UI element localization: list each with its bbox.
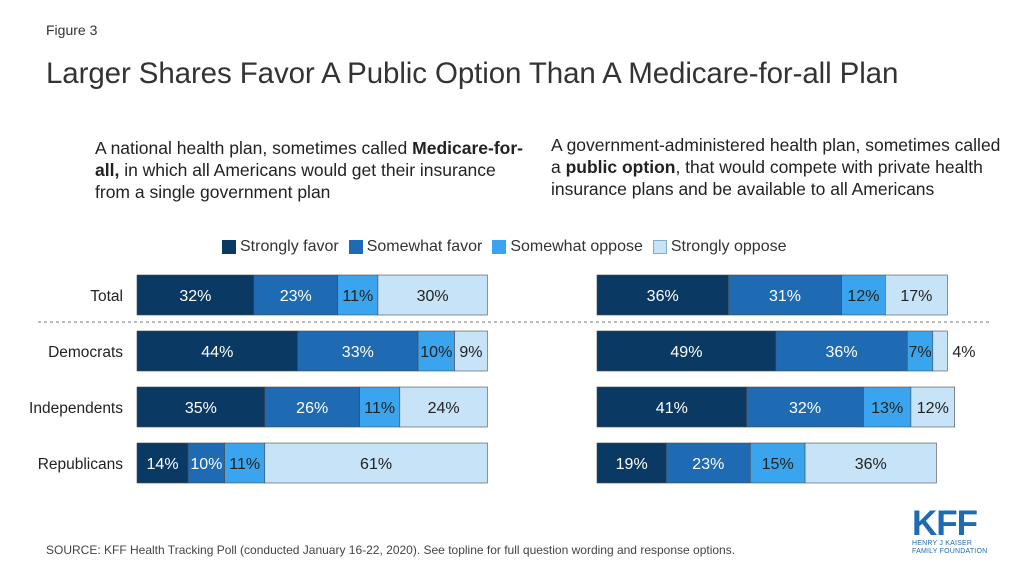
bar-segment-medicare-for-all-democrats-somewhat-oppose bbox=[417, 330, 455, 372]
logo-subtext-2: FAMILY FOUNDATION bbox=[912, 548, 988, 555]
legend-swatch bbox=[348, 240, 363, 254]
bar-segment-medicare-for-all-total-somewhat-favor bbox=[253, 274, 339, 316]
question-text: , that would compete with private health… bbox=[551, 157, 983, 199]
logo-text: KFF bbox=[912, 504, 978, 543]
bar-segment-medicare-for-all-independents-strongly-favor bbox=[136, 386, 266, 428]
bar-segment-public-option-democrats-strongly-favor bbox=[596, 330, 777, 372]
data-label: 26% bbox=[296, 400, 328, 417]
data-label: 36% bbox=[855, 456, 887, 473]
data-label: 36% bbox=[647, 288, 679, 305]
category-label-republicans: Republicans bbox=[38, 456, 124, 473]
legend-label: Somewhat favor bbox=[366, 238, 483, 255]
data-label: 32% bbox=[179, 288, 211, 305]
bar-segment-public-option-independents-somewhat-favor bbox=[746, 386, 864, 428]
data-label: 11% bbox=[342, 288, 373, 305]
page-title: Larger Shares Favor A Public Option Than… bbox=[46, 57, 899, 90]
bar-segment-medicare-for-all-republicans-somewhat-oppose bbox=[224, 442, 266, 484]
bar-segment-public-option-total-strongly-favor bbox=[596, 274, 729, 316]
data-label: 23% bbox=[692, 456, 724, 473]
data-label: 19% bbox=[616, 456, 648, 473]
data-label: 12% bbox=[847, 288, 879, 305]
data-label: 61% bbox=[360, 456, 392, 473]
data-label: 15% bbox=[762, 456, 794, 473]
bar-segment-medicare-for-all-democrats-somewhat-favor bbox=[297, 330, 419, 372]
data-label: 41% bbox=[656, 400, 688, 417]
bar-segment-public-option-total-somewhat-oppose bbox=[841, 274, 886, 316]
data-label: 10% bbox=[190, 456, 222, 473]
question-bold-term: public option bbox=[565, 157, 676, 177]
data-label: 32% bbox=[789, 400, 821, 417]
bar-segment-public-option-republicans-strongly-oppose bbox=[804, 442, 937, 484]
chart-legend: Strongly favor Somewhat favor Somewhat opp… bbox=[222, 238, 797, 256]
data-label: 36% bbox=[826, 344, 858, 361]
legend-item-somewhat-oppose: Somewhat oppose bbox=[492, 238, 643, 256]
bar-segment-public-option-republicans-somewhat-favor bbox=[666, 442, 751, 484]
data-label: 9% bbox=[459, 344, 482, 361]
question-text: in which all Americans would get their i… bbox=[95, 160, 496, 202]
data-label: 4% bbox=[952, 344, 975, 361]
data-label: 11% bbox=[364, 400, 395, 417]
bar-segment-public-option-republicans-strongly-favor bbox=[596, 442, 667, 484]
figure-label: Figure 3 bbox=[46, 22, 98, 38]
bar-segment-medicare-for-all-total-somewhat-oppose bbox=[337, 274, 379, 316]
bar-segment-public-option-democrats-somewhat-favor bbox=[775, 330, 908, 372]
data-label: 11% bbox=[229, 456, 260, 473]
source-note: SOURCE: KFF Health Tracking Poll (conduc… bbox=[46, 543, 736, 557]
bar-segment-medicare-for-all-republicans-strongly-oppose bbox=[264, 442, 488, 484]
data-label: 14% bbox=[147, 456, 179, 473]
data-label: 49% bbox=[670, 344, 702, 361]
bar-segment-public-option-republicans-somewhat-oppose bbox=[749, 442, 806, 484]
data-label: 24% bbox=[428, 400, 460, 417]
bar-segment-medicare-for-all-independents-somewhat-oppose bbox=[359, 386, 401, 428]
legend-item-strongly-favor: Strongly favor bbox=[222, 238, 339, 256]
logo-subtext-1: HENRY J KAISER bbox=[912, 540, 973, 547]
bar-segment-public-option-democrats-strongly-oppose bbox=[932, 330, 948, 372]
category-label-democrats: Democrats bbox=[48, 344, 123, 361]
kff-logo: KFF HENRY J KAISER FAMILY FOUNDATION bbox=[912, 504, 990, 560]
bar-segment-public-option-independents-strongly-favor bbox=[596, 386, 747, 428]
bar-segment-public-option-democrats-somewhat-oppose bbox=[906, 330, 934, 372]
legend-item-somewhat-favor: Somewhat favor bbox=[348, 238, 483, 256]
question-public-option: A government-administered health plan, s… bbox=[551, 134, 1011, 200]
data-label: 31% bbox=[769, 288, 801, 305]
data-label: 10% bbox=[420, 344, 452, 361]
bar-segment-public-option-total-somewhat-favor bbox=[728, 274, 842, 316]
question-text: A government-administered health plan, s… bbox=[551, 135, 1001, 177]
bar-segment-medicare-for-all-independents-strongly-oppose bbox=[399, 386, 488, 428]
question-medicare-for-all: A national health plan, sometimes called… bbox=[95, 137, 525, 203]
legend-item-strongly-oppose: Strongly oppose bbox=[652, 238, 787, 256]
legend-swatch bbox=[222, 240, 236, 254]
category-label-independents: Independents bbox=[29, 400, 123, 417]
legend-label: Strongly favor bbox=[240, 238, 339, 255]
question-text: A national health plan, sometimes called bbox=[95, 138, 413, 158]
data-label: 44% bbox=[201, 344, 233, 361]
data-label: 13% bbox=[871, 400, 903, 417]
data-label: 35% bbox=[185, 400, 217, 417]
data-label: 33% bbox=[342, 344, 374, 361]
bar-segment-medicare-for-all-democrats-strongly-oppose bbox=[454, 330, 488, 372]
bar-segment-medicare-for-all-democrats-strongly-favor bbox=[136, 330, 298, 372]
data-label: 30% bbox=[417, 288, 449, 305]
data-label: 17% bbox=[900, 288, 932, 305]
legend-swatch bbox=[652, 240, 667, 254]
question-bold-term: Medicare-for-all, bbox=[95, 138, 523, 180]
legend-swatch bbox=[492, 240, 507, 254]
bar-segment-medicare-for-all-total-strongly-favor bbox=[136, 274, 255, 316]
data-label: 7% bbox=[908, 344, 931, 361]
category-label-total: Total bbox=[90, 288, 123, 305]
bar-segment-medicare-for-all-total-strongly-oppose bbox=[377, 274, 488, 316]
legend-label: Somewhat oppose bbox=[510, 238, 643, 255]
bar-segment-medicare-for-all-republicans-strongly-favor bbox=[136, 442, 189, 484]
data-label: 23% bbox=[280, 288, 312, 305]
bar-segment-public-option-independents-strongly-oppose bbox=[910, 386, 956, 428]
bar-segment-public-option-independents-somewhat-oppose bbox=[863, 386, 912, 428]
data-label: 12% bbox=[917, 400, 949, 417]
bar-segment-medicare-for-all-independents-somewhat-favor bbox=[264, 386, 360, 428]
bar-segment-public-option-total-strongly-oppose bbox=[885, 274, 948, 316]
legend-label: Strongly oppose bbox=[670, 238, 787, 255]
